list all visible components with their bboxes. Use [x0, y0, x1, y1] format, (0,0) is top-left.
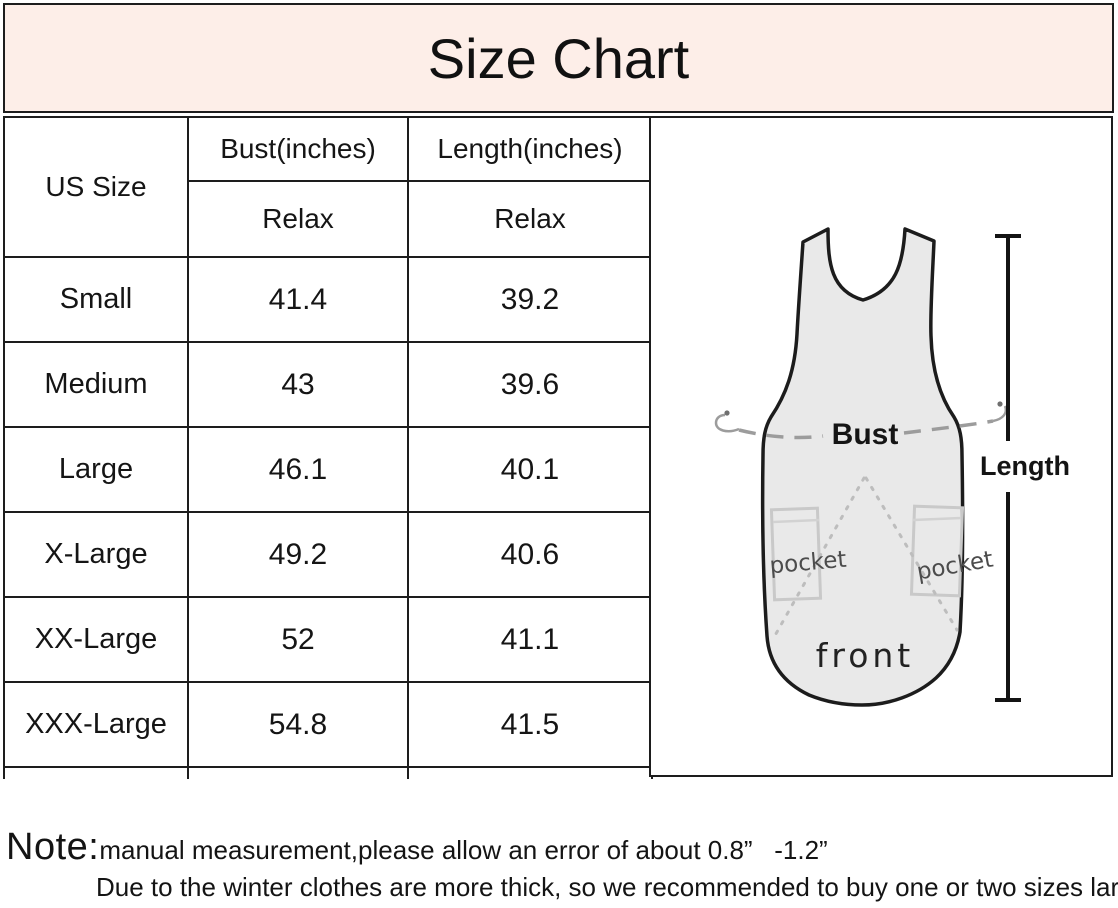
banner: Size Chart: [3, 3, 1114, 113]
header-us-size: US Size: [3, 116, 189, 258]
cell-length: 40.1: [407, 426, 653, 513]
bust-dashed-line-right: [903, 419, 994, 435]
header-bust: Bust(inches): [187, 116, 409, 182]
cell-size: Large: [3, 426, 189, 513]
note-label: Note:: [6, 826, 100, 868]
garment-outline: [760, 227, 965, 707]
cell-length: 41.1: [407, 596, 653, 683]
pocket-left-fold-line: [772, 518, 820, 524]
bust-line-curl-right-dot: [997, 401, 1003, 407]
cell-bust: 52: [187, 596, 409, 683]
table-row-medium: Medium 43 39.6: [3, 341, 653, 428]
cell-length: 40.6: [407, 511, 653, 598]
cell-size: X-Large: [3, 511, 189, 598]
table-row-large: Large 46.1 40.1: [3, 426, 653, 513]
stub-cell: [407, 767, 653, 779]
cell-bust: 41.4: [187, 256, 409, 343]
note-line-1: Note: manual measurement,please allow an …: [6, 826, 1118, 869]
table-row-small: Small 41.4 39.2: [3, 256, 653, 343]
table-row-xxx-large: XXX-Large 54.8 41.5: [3, 681, 653, 768]
front-label: front: [816, 636, 915, 675]
cell-size: XX-Large: [3, 596, 189, 683]
table-row-xx-large: XX-Large 52 41.1: [3, 596, 653, 683]
cell-size: Medium: [3, 341, 189, 428]
seam-dashed-line-left: [771, 476, 866, 641]
cell-bust: 54.8: [187, 681, 409, 768]
header-bust-relax: Relax: [187, 180, 409, 258]
length-label: Length: [980, 451, 1070, 481]
bust-line-curl-left: [714, 413, 740, 433]
cell-length: 39.6: [407, 341, 653, 428]
pocket-right-fold-line: [912, 516, 962, 522]
cell-bust: 43: [187, 341, 409, 428]
bust-dashed-line-left: [738, 428, 824, 440]
size-table: US Size Bust(inches) Length(inches) Rela…: [3, 116, 653, 779]
cutoff-row-stub: [3, 767, 653, 779]
note-line2-text: Due to the winter clothes are more thick…: [96, 872, 1118, 902]
cell-size: Small: [3, 256, 189, 343]
cell-size: XXX-Large: [3, 681, 189, 768]
header-length: Length(inches): [407, 116, 653, 182]
stub-cell: [187, 767, 409, 779]
cell-length: 39.2: [407, 256, 653, 343]
bust-line-curl-left-dot: [724, 410, 730, 416]
garment-diagram-panel: Bust pocket pocket front Length: [649, 116, 1113, 777]
note-line1-text: manual measurement,please allow an error…: [99, 835, 828, 865]
table-header-row-1: US Size Bust(inches) Length(inches): [3, 116, 653, 258]
header-length-relax: Relax: [407, 180, 653, 258]
garment-diagram: Bust pocket pocket front Length: [714, 227, 1070, 707]
stub-cell: [3, 767, 189, 779]
page-title: Size Chart: [427, 26, 690, 90]
note-section: Note: manual measurement,please allow an …: [6, 826, 1118, 903]
cell-length: 41.5: [407, 681, 653, 768]
seam-dashed-line-right: [864, 476, 959, 632]
table-header-row-2: Relax Relax: [4, 180, 653, 258]
bust-line-curl-right: [992, 405, 1008, 423]
pocket-right-sketch: [909, 504, 965, 598]
table-row-x-large: X-Large 49.2 40.6: [3, 511, 653, 598]
bust-label: Bust: [832, 418, 899, 451]
cell-bust: 46.1: [187, 426, 409, 513]
cell-bust: 49.2: [187, 511, 409, 598]
pocket-left-sketch: [769, 506, 823, 602]
